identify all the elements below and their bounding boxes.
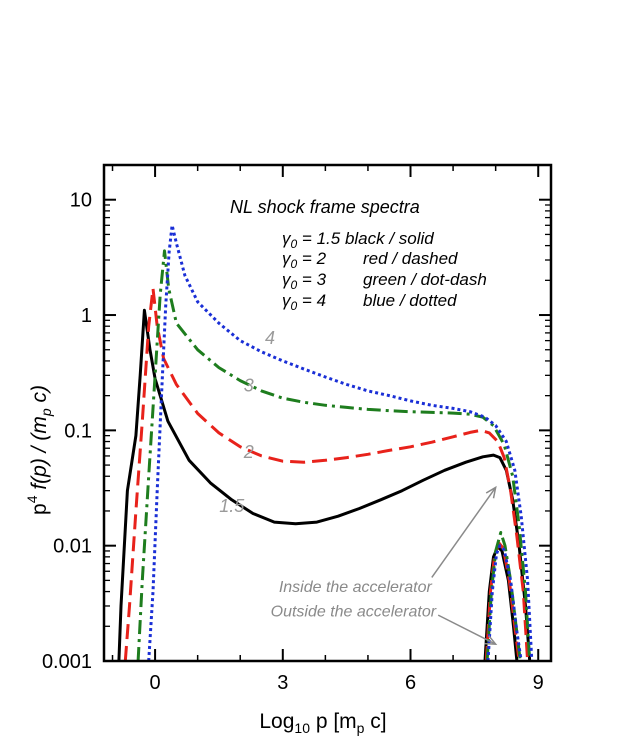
legend-gamma-subscript: 0 [291, 278, 298, 292]
curve-label-3: 3 [244, 375, 254, 395]
legend-line-1: γ0 = 1.5 black / solid [282, 229, 434, 251]
legend-description: green / dot-dash [363, 270, 487, 289]
y-tick-label: 10 [70, 190, 92, 212]
y-axis-title-subscript: p [38, 408, 54, 417]
legend-gamma-value: 2 [316, 249, 327, 268]
arrows-group: Inside the accelerator Outside the accele… [271, 485, 498, 645]
y-axis-title-function: f(p) / (m [28, 416, 51, 495]
legend: γ0 = 1.5 black / solid γ0 = 2 red / dashe… [282, 229, 487, 313]
arrow-2-head [484, 635, 498, 645]
series-2-inside-line [123, 287, 530, 661]
legend-gamma-value: 4 [317, 291, 326, 310]
legend-description: red / dashed [363, 249, 458, 268]
arrow-1-head [485, 485, 497, 499]
x-axis-title-subscript: 10 [294, 720, 310, 736]
y-axis-title-superscript: 4 [24, 495, 40, 503]
legend-gamma-symbol: γ [282, 270, 292, 289]
ticks-group: 0 3 6 9 0.001 0.01 0.1 1 10 [42, 164, 551, 694]
arrow-1-line [431, 486, 497, 578]
y-tick-label: 1 [81, 305, 92, 327]
curve-label-4: 4 [265, 328, 275, 348]
legend-gamma-value: 1.5 [317, 229, 341, 248]
series-4-inside-line [147, 223, 534, 661]
curves-group [117, 223, 534, 661]
chart-title: NL shock frame spectra [230, 197, 420, 217]
legend-line-4: γ0 = 4 blue / dotted [282, 291, 457, 313]
x-tick-label: 3 [277, 672, 288, 694]
x-tick-label: 0 [150, 672, 161, 694]
y-axis-title: p4 f(p) / (mp c) [24, 385, 54, 515]
x-tick-label: 9 [533, 672, 544, 694]
legend-gamma-symbol: γ [282, 229, 292, 248]
legend-gamma-value: 3 [317, 270, 327, 289]
plot-frame [102, 163, 553, 663]
y-tick-label: 0.1 [64, 420, 92, 442]
legend-line-2: γ0 = 2 red / dashed [282, 249, 458, 271]
legend-description: black / solid [345, 229, 434, 248]
arrow-1-label: Inside the accelerator [279, 579, 433, 596]
x-axis-title-subscript-p: p [357, 720, 365, 736]
legend-description: blue / dotted [363, 291, 457, 310]
legend-gamma-subscript: 0 [291, 237, 298, 251]
legend-gamma-symbol: γ [282, 249, 292, 268]
legend-gamma-subscript: 0 [291, 257, 298, 271]
y-tick-label: 0.001 [42, 651, 92, 673]
series-3-inside-line [136, 249, 532, 661]
x-tick-label: 6 [405, 672, 416, 694]
legend-gamma-subscript: 0 [291, 299, 298, 313]
legend-gamma-symbol: γ [282, 291, 292, 310]
curve-label-2: 2 [243, 442, 254, 462]
curve-label-1: 1.5 [219, 496, 245, 516]
arrow-2-line [437, 614, 496, 645]
x-axis-title: Log10 p [mp c] [259, 710, 386, 736]
arrow-2-label: Outside the accelerator [271, 603, 437, 620]
legend-line-3: γ0 = 3 green / dot-dash [282, 270, 487, 292]
y-tick-label: 0.01 [53, 536, 92, 558]
series-1-inside-line [117, 308, 532, 661]
